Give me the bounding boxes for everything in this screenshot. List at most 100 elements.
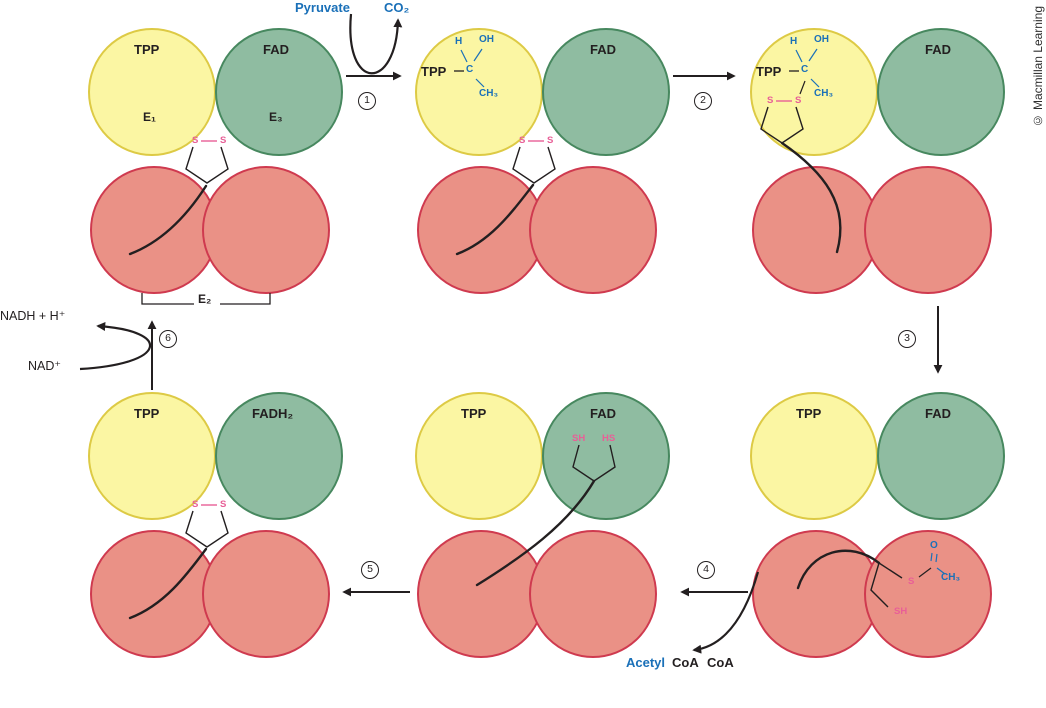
nad-label: NAD⁺ [28, 359, 61, 373]
e2-bracket [141, 293, 271, 305]
ch3-label-state4: CH₃ [941, 572, 961, 583]
coa-acetylcoa-curve-arrow [692, 571, 760, 654]
tpp-label-state4: TPP [796, 406, 822, 421]
e1-circle-state2 [415, 28, 543, 156]
s-atom-right-state6: S [220, 499, 227, 510]
e2-circle-b-state2 [529, 166, 657, 294]
pyruvate-label: Pyruvate [295, 0, 350, 15]
tpp-label-state1: TPP [134, 42, 160, 57]
c-ch3-bond-state4 [936, 567, 946, 575]
nad-nadh-curve-arrow [79, 321, 151, 371]
c-label-state3: C [801, 64, 809, 75]
c-ch3-bond-state3 [810, 78, 820, 88]
e1-circle-state5 [415, 392, 543, 520]
fadh2-label-state6: FADH₂ [252, 406, 294, 421]
s-atom-left-state3: S [767, 95, 774, 106]
e2-circle-a-state5 [417, 530, 545, 658]
coa-out-label: CoA [672, 655, 699, 670]
oh-label-state2: OH [479, 34, 494, 45]
sh-label-state5: SH [572, 433, 586, 444]
fad-label-state2: FAD [590, 42, 616, 57]
e2-circle-a-state2 [417, 166, 545, 294]
dithiol-chain-state5 [572, 444, 616, 482]
ch3-label-state3: CH₃ [814, 88, 834, 99]
c-ch3-bond-state2 [475, 78, 485, 88]
ch3-label-state2: CH₃ [479, 88, 499, 99]
e2-circle-b-state4 [864, 530, 992, 658]
dithiolane-ring-state2 [512, 146, 556, 184]
acetyl-label: Acetyl [626, 655, 666, 670]
lipoyl-arm-state2 [455, 183, 535, 256]
step-1-badge: 1 [358, 92, 376, 110]
e3-circle-state4 [877, 392, 1005, 520]
step-4-badge: 4 [697, 561, 715, 579]
s-atom-left-state2: S [519, 135, 526, 146]
lipoyl-arm-state6 [128, 547, 208, 620]
s-atom-right-state1: S [220, 135, 227, 146]
e1-circle-state4 [750, 392, 878, 520]
e3-label: E₃ [269, 110, 283, 124]
s-c-bond-state3 [799, 80, 806, 95]
co2-label: CO₂ [384, 0, 410, 15]
e3-circle-state5 [542, 392, 670, 520]
step-2-badge: 2 [694, 92, 712, 110]
e1-label: E₁ [143, 110, 156, 124]
e2-label: E₂ [198, 292, 212, 306]
chain-to-sh-state4 [870, 562, 889, 608]
e2-circle-b-state1 [202, 166, 330, 294]
s-carbonyl-bond-state4 [918, 567, 932, 578]
fad-label-state3: FAD [925, 42, 951, 57]
s-atom-right-state3: S [795, 95, 802, 106]
coa-in-label: CoA [707, 655, 734, 670]
s-atom-left-state6: S [192, 499, 199, 510]
oh-c-bond-state2 [473, 48, 483, 62]
lipoyl-arm-state3 [780, 141, 842, 254]
e3-circle-state2 [542, 28, 670, 156]
e3-circle-state3 [877, 28, 1005, 156]
fad-label-state1: FAD [263, 42, 289, 57]
lipoyl-arm-state5 [475, 479, 596, 587]
lipoyl-arm-state1 [128, 184, 208, 256]
e2-circle-a-state1 [90, 166, 218, 294]
oh-c-bond-state3 [808, 48, 818, 62]
dithiolane-ring-state6 [185, 510, 229, 548]
step-6-badge: 6 [159, 330, 177, 348]
lipoyl-arm-state4 [796, 549, 881, 590]
sh-label-state4: SH [894, 606, 908, 617]
tpp-label-state5: TPP [461, 406, 487, 421]
s-atom-acetyl-state4: S [908, 576, 915, 587]
fad-label-state5: FAD [590, 406, 616, 421]
e3-circle-state6 [215, 392, 343, 520]
e2-circle-b-state3 [864, 166, 992, 294]
c-label-state2: C [466, 64, 474, 75]
e1-circle-state3 [750, 28, 878, 156]
e2-circle-b-state5 [529, 530, 657, 658]
e3-circle-state1 [215, 28, 343, 156]
dithiolane-ring-state1 [185, 146, 229, 184]
pyruvate-co2-curve-arrow [349, 13, 403, 75]
h-c-bond-state3 [795, 49, 803, 63]
tpp-label-state3: TPP [756, 64, 782, 79]
o-label-state4: O [930, 540, 938, 551]
fad-label-state4: FAD [925, 406, 951, 421]
e2-circle-b-state6 [202, 530, 330, 658]
h-c-bond-state2 [460, 49, 468, 63]
s-atom-right-state2: S [547, 135, 554, 146]
s-atom-left-state1: S [192, 135, 199, 146]
step-3-badge: 3 [898, 330, 916, 348]
tpp-label-state2: TPP [421, 64, 447, 79]
h-label-state2: H [455, 36, 463, 47]
hs-label-state5: HS [602, 433, 616, 444]
nadh-label: NADH + H⁺ [0, 309, 66, 323]
step-5-badge: 5 [361, 561, 379, 579]
macmillan-credit: © Macmillan Learning [1031, 6, 1045, 128]
e1-circle-state6 [88, 392, 216, 520]
tpp-label-state6: TPP [134, 406, 160, 421]
h-label-state3: H [790, 36, 798, 47]
dithiolane-ring-state3 [760, 106, 804, 144]
oh-label-state3: OH [814, 34, 829, 45]
c-o-double-bond-state4 [930, 552, 938, 563]
chain-to-s-state4 [878, 562, 903, 579]
